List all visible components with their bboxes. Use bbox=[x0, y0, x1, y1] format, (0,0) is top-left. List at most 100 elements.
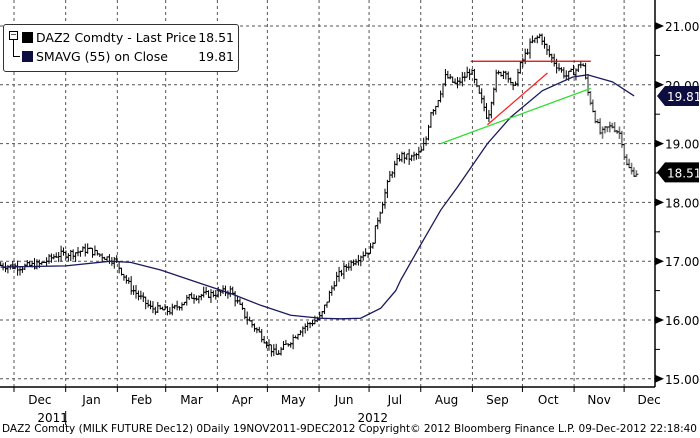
ohlc-bar bbox=[346, 262, 351, 271]
footer-right: Dec12) 0Daily 19NOV2011-9DEC2012 Copyrig… bbox=[155, 423, 697, 435]
legend[interactable]: − DAZ2 Comdty - Last Price 18.51 SMAVG (… bbox=[3, 24, 239, 72]
ohlc-bar bbox=[228, 285, 233, 297]
ohlc-bar bbox=[175, 300, 180, 311]
ohlc-bar bbox=[18, 267, 23, 276]
ohlc-bar bbox=[177, 306, 182, 311]
ohlc-bar bbox=[179, 302, 184, 311]
legend-item-last-price[interactable]: DAZ2 Comdty - Last Price 18.51 bbox=[22, 29, 234, 47]
ohlc-bar bbox=[436, 100, 441, 108]
x-tick-label: May bbox=[281, 393, 306, 407]
ohlc-bar bbox=[557, 63, 562, 72]
x-tick-label: Aug bbox=[435, 393, 458, 407]
ohlc-bar bbox=[428, 111, 433, 128]
ohlc-bar bbox=[373, 225, 378, 244]
ohlc-bar bbox=[341, 262, 346, 280]
ohlc-bar bbox=[271, 344, 276, 357]
ohlc-bar bbox=[571, 64, 576, 76]
ohlc-bar bbox=[607, 121, 612, 133]
overlays bbox=[0, 60, 635, 320]
price-badge-label: 19.81 bbox=[667, 90, 700, 104]
ohlc-bar bbox=[329, 285, 334, 296]
ohlc-bar bbox=[619, 130, 624, 148]
legend-value: 18.51 bbox=[198, 30, 234, 45]
x-tick-label: Feb bbox=[131, 393, 152, 407]
ohlc-bar bbox=[334, 271, 339, 287]
x-tick-label: Mar bbox=[180, 393, 203, 407]
y-tick-marker bbox=[655, 22, 664, 30]
ohlc-bar bbox=[90, 247, 95, 258]
sma-line bbox=[0, 74, 635, 320]
ohlc-bar bbox=[208, 289, 213, 303]
ohlc-bar bbox=[252, 323, 257, 332]
ohlc-bar bbox=[305, 321, 310, 331]
ohlc-bar bbox=[71, 249, 76, 260]
ohlc-bar bbox=[148, 300, 153, 310]
navy-swatch-icon bbox=[22, 51, 33, 62]
ohlc-bar bbox=[489, 101, 494, 119]
legend-item-smavg[interactable]: SMAVG (55) on Close 19.81 bbox=[22, 48, 234, 66]
ohlc-bar bbox=[600, 126, 605, 139]
y-tick-marker bbox=[655, 139, 664, 148]
x-tick-label: Jul bbox=[387, 393, 402, 407]
ohlc-bar bbox=[424, 136, 429, 146]
legend-label: DAZ2 Comdty - Last Price bbox=[36, 30, 197, 45]
ohlc-bar bbox=[73, 252, 78, 263]
ohlc-bar bbox=[124, 274, 129, 284]
ohlc-bar bbox=[460, 71, 465, 87]
ohlc-bar bbox=[322, 304, 327, 315]
ohlc-bar bbox=[484, 103, 489, 120]
x-tick-label: Jun bbox=[334, 393, 354, 407]
ohlc-bar bbox=[569, 68, 574, 72]
year-label: 2011 bbox=[37, 411, 68, 425]
ohlc-bar bbox=[259, 329, 264, 343]
ohlc-bar bbox=[107, 254, 112, 264]
ohlc-bar bbox=[146, 299, 151, 308]
ohlc-bar bbox=[143, 296, 148, 310]
tree-line bbox=[13, 40, 20, 57]
ohlc-bar bbox=[397, 154, 402, 162]
y-tick-marker bbox=[655, 80, 664, 89]
ohlc-bar bbox=[380, 201, 385, 214]
ohlc-bar bbox=[194, 295, 199, 301]
ohlc-bar bbox=[56, 251, 61, 263]
ohlc-bar bbox=[382, 188, 387, 209]
legend-label: SMAVG (55) on Close bbox=[36, 49, 168, 64]
ohlc-bar bbox=[59, 245, 64, 262]
ohlc-bar bbox=[83, 243, 88, 257]
ohlc-bar bbox=[189, 292, 194, 299]
ohlc-bar bbox=[279, 346, 284, 356]
y-tick-label: 18.00 bbox=[665, 196, 699, 210]
price-badge bbox=[657, 85, 699, 106]
ohlc-bar bbox=[631, 167, 636, 177]
ohlc-bar bbox=[477, 85, 482, 94]
ohlc-bar bbox=[230, 286, 235, 294]
ohlc-bar bbox=[95, 249, 100, 256]
x-tick-label: Sep bbox=[486, 393, 509, 407]
collapse-icon[interactable]: − bbox=[9, 30, 18, 40]
ohlc-bar bbox=[525, 48, 530, 55]
grid bbox=[0, 0, 655, 387]
y-tick-label: 21.00 bbox=[665, 20, 699, 34]
ohlc-bar bbox=[170, 303, 175, 316]
ohlc-bar bbox=[491, 87, 496, 106]
ohlc-bar bbox=[211, 290, 216, 298]
price-badge-label: 18.51 bbox=[667, 166, 700, 180]
ohlc-bar bbox=[470, 68, 475, 75]
ohlc-bar bbox=[540, 33, 545, 46]
ohlc-bar bbox=[138, 290, 143, 300]
ohlc-bar bbox=[392, 160, 397, 178]
ohlc-bar bbox=[308, 322, 313, 329]
ohlc-bar bbox=[528, 38, 533, 59]
ohlc-bar bbox=[455, 77, 460, 89]
x-tick-label: Oct bbox=[538, 393, 559, 407]
ohlc-bar bbox=[344, 264, 349, 272]
y-tick-label: 19.00 bbox=[665, 138, 699, 152]
ohlc-bar bbox=[407, 149, 412, 165]
ohlc-bar bbox=[80, 246, 85, 252]
ohlc-bar bbox=[339, 269, 344, 277]
ohlc-bar bbox=[416, 146, 421, 159]
ohlc-bar bbox=[518, 61, 523, 74]
ohlc-bar bbox=[486, 109, 491, 123]
x-tick-label: Jan bbox=[81, 393, 101, 407]
